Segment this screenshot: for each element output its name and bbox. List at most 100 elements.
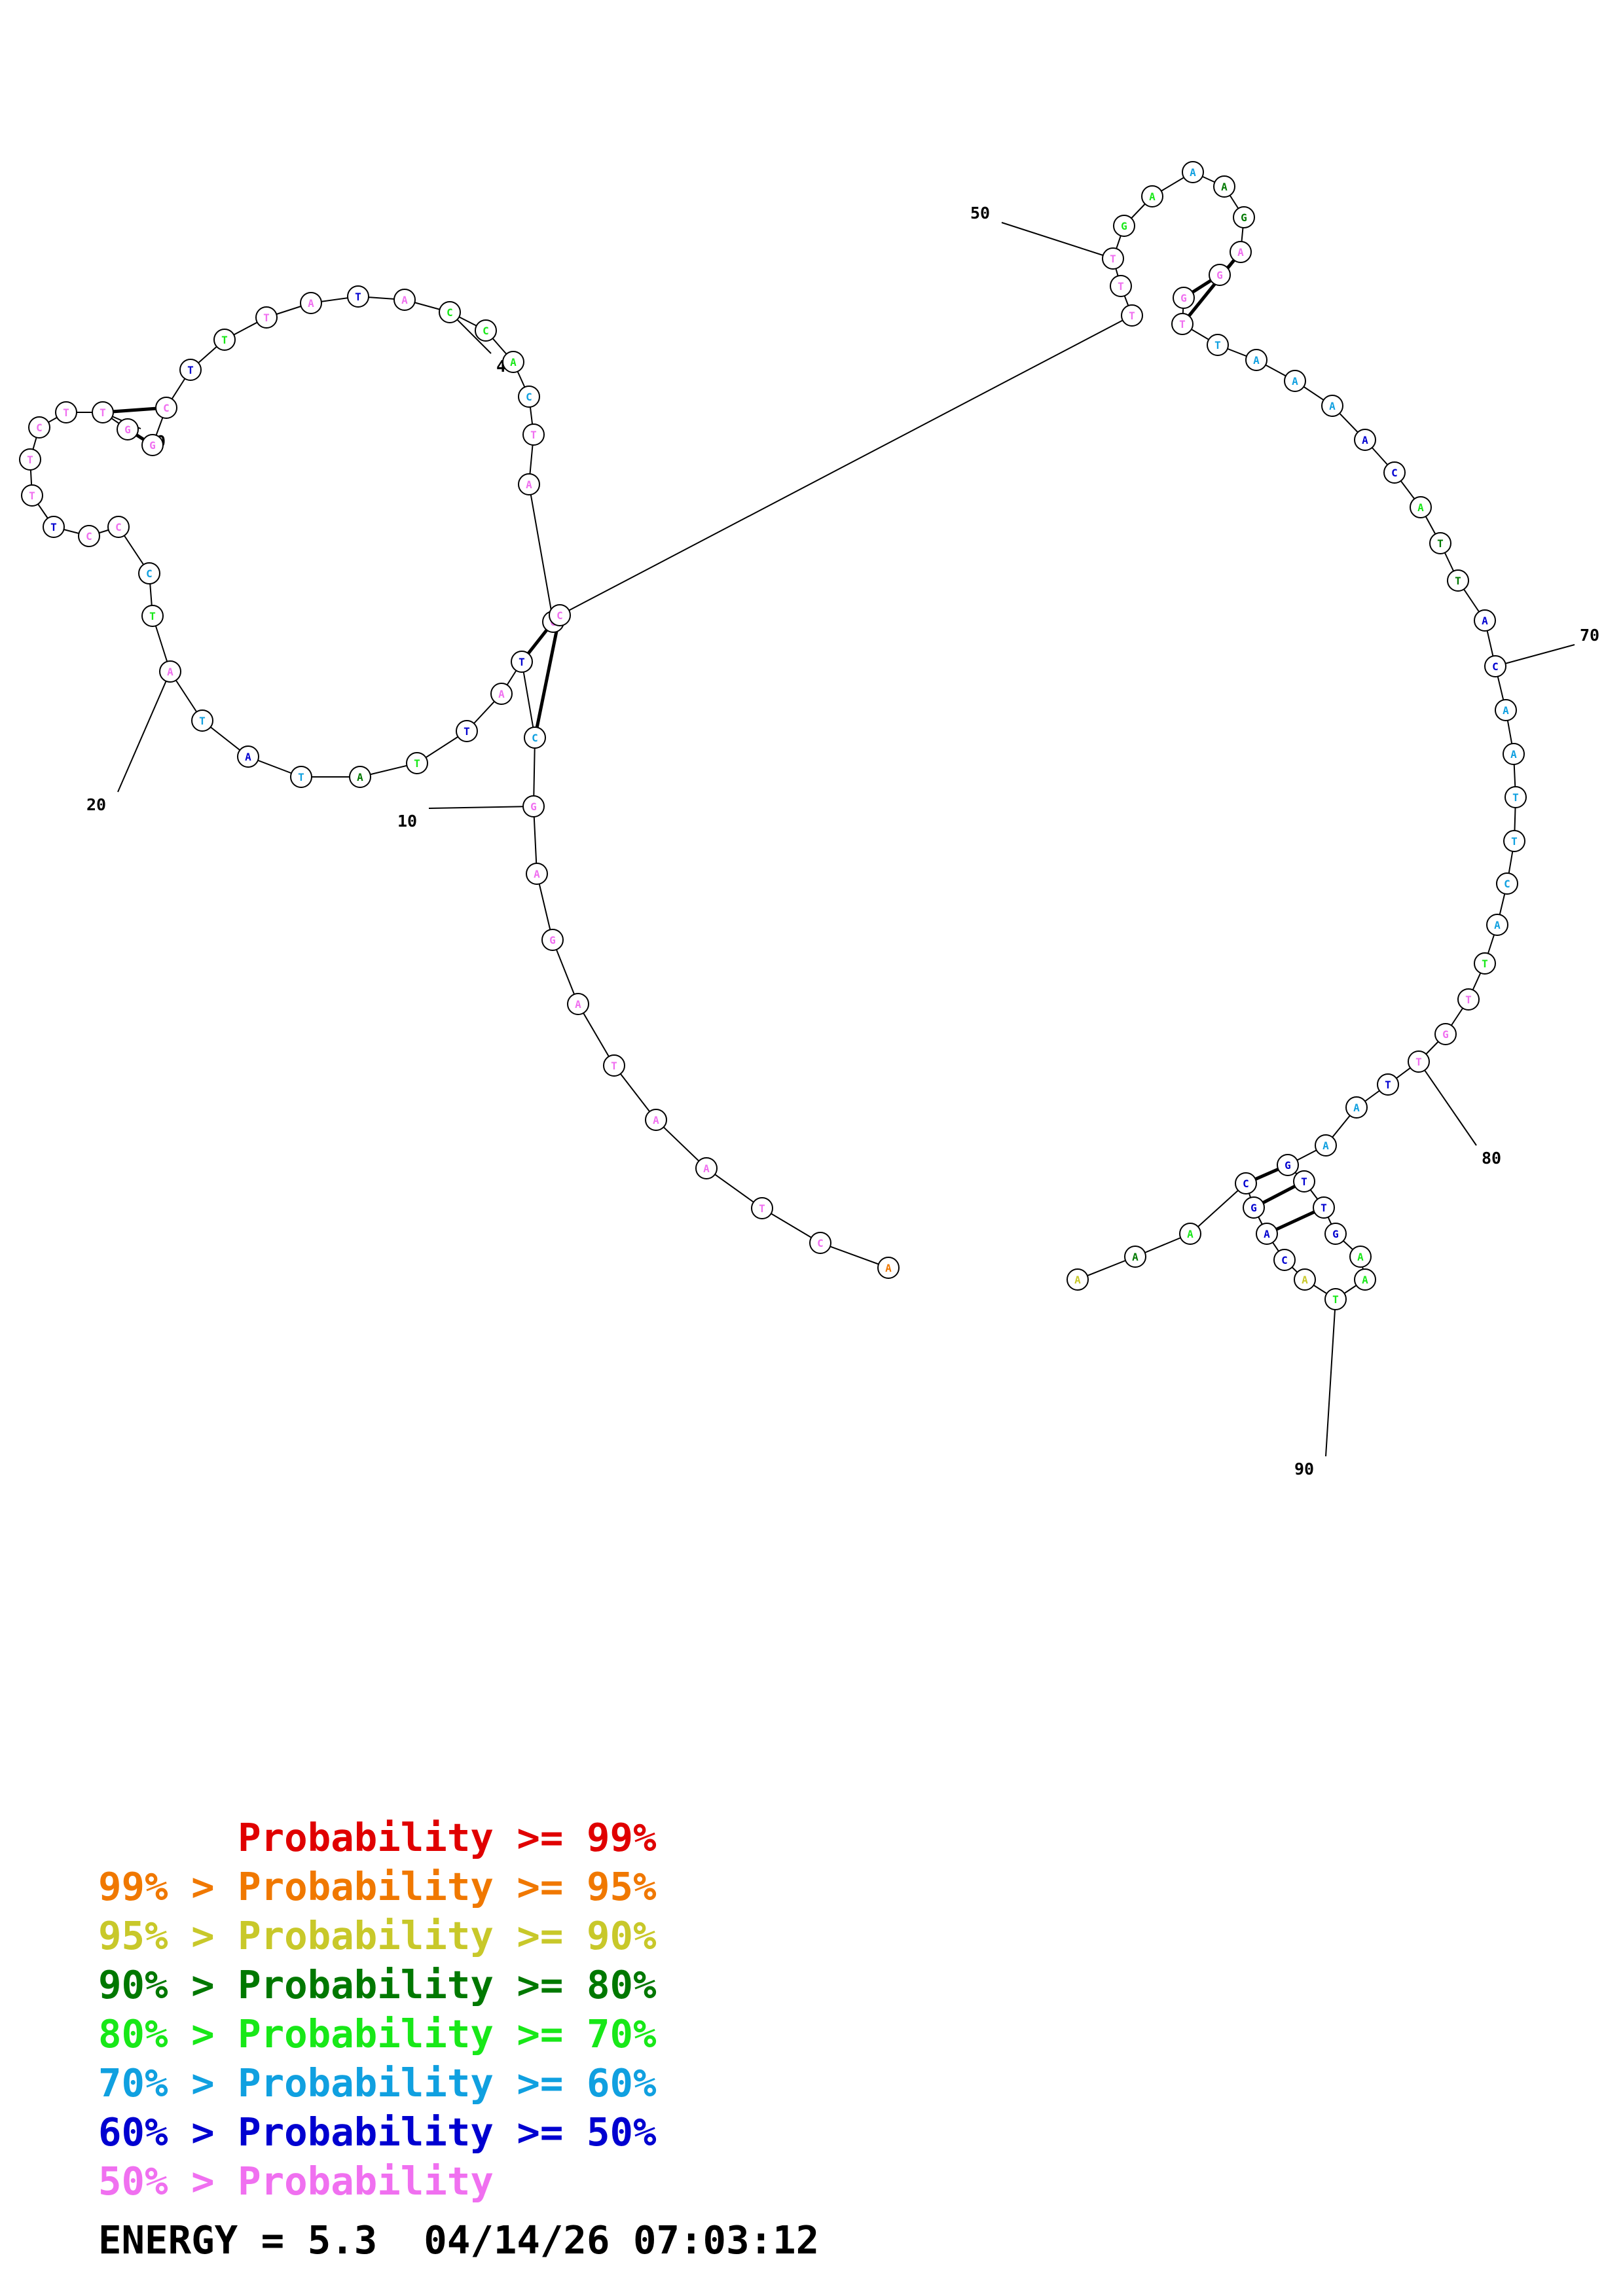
nucleotide-letter: T [1511, 835, 1518, 848]
nucleotide-circle [511, 651, 533, 673]
nucleotide-circle [541, 929, 564, 951]
nucleotide-circle [1294, 1268, 1316, 1291]
nucleotide-letter: T [63, 406, 69, 419]
nucleotide: T [522, 423, 545, 446]
nucleotide: A [1410, 496, 1432, 518]
nucleotide-circle [1447, 569, 1469, 592]
nucleotide-circle [1293, 1170, 1315, 1193]
nucleotide: G [1277, 1154, 1299, 1176]
nucleotide-letter: C [1504, 878, 1510, 890]
nucleotide-letter: A [653, 1114, 659, 1126]
nucleotide: A [1213, 175, 1235, 198]
nucleotide-circle [1124, 1246, 1146, 1268]
nucleotide-letter: G [1250, 1202, 1257, 1214]
nucleotide-letter: A [703, 1162, 710, 1175]
nucleotide-circle [1474, 609, 1496, 632]
nucleotide-letter: T [1482, 958, 1488, 970]
backbone-segment [533, 806, 538, 874]
nucleotide: A [349, 766, 371, 788]
nucleotide-circle [1245, 349, 1267, 371]
nucleotide-circle [1121, 304, 1143, 327]
nucleotide-letter: C [1243, 1177, 1249, 1190]
nucleotide: C [107, 516, 130, 538]
nucleotide-circle [567, 993, 589, 1015]
legend-row: 99% > Probability >= 95% [98, 1864, 657, 1909]
nucleotide-letter: A [1322, 1139, 1329, 1152]
nucleotide-circle [1354, 1268, 1376, 1291]
nucleotide-circle [1207, 334, 1229, 356]
nucleotide-circle [1256, 1223, 1278, 1245]
index-label: 70 [1580, 626, 1599, 645]
nucleotide-letter: T [1465, 994, 1472, 1006]
nucleotide-circle [518, 386, 540, 408]
nucleotide: T [347, 285, 369, 308]
nucleotide-letter: A [1329, 400, 1336, 412]
nucleotide-letter: C [483, 325, 489, 337]
nucleotide: A [237, 745, 259, 768]
nucleotide-circle [107, 516, 130, 538]
nucleotide-letter: T [50, 521, 57, 533]
nucleotide-circle [1113, 215, 1135, 237]
nucleotide: T [1102, 247, 1124, 270]
backbone-segment [706, 1168, 763, 1209]
nucleotide: A [1245, 349, 1267, 371]
nucleotide: C [155, 397, 177, 419]
nucleotide-circle [524, 726, 546, 749]
nucleotide: T [1110, 275, 1132, 297]
nucleotide-circle [1273, 1249, 1296, 1271]
nucleotide-letter: T [611, 1060, 617, 1072]
nucleotide: A [393, 289, 416, 311]
nucleotide: G [541, 929, 564, 951]
nucleotide-letter: C [146, 567, 153, 580]
nucleotide: A [1230, 241, 1252, 263]
nucleotide: G [1243, 1196, 1265, 1219]
nucleotide: A [1495, 699, 1517, 721]
index-tick [1495, 644, 1575, 667]
nucleotide-letter: T [1118, 280, 1124, 293]
nucleotide-circle [159, 660, 181, 683]
nucleotide: C [475, 319, 497, 342]
nucleotide-circle [1313, 1196, 1335, 1219]
nucleotide-letter: A [1510, 748, 1517, 761]
nucleotide: T [1207, 334, 1229, 356]
energy-footer: ENERGY = 5.3 04/14/26 07:03:12 [98, 2217, 820, 2263]
nucleotide: A [1321, 395, 1343, 417]
nucleotide-circle [877, 1257, 900, 1279]
nucleotide-circle [255, 306, 278, 329]
nucleotide: C [518, 386, 540, 408]
nucleotide-circle [1354, 429, 1376, 451]
nucleotide-letter: A [498, 688, 505, 700]
backbone-segment [533, 737, 536, 807]
nucleotide: A [1141, 185, 1163, 207]
nucleotide-circle [406, 752, 428, 774]
nucleotide: G [117, 418, 139, 440]
nucleotide-circle [393, 289, 416, 311]
nucleotide-letter: A [885, 1262, 892, 1274]
nucleotide: T [1324, 1288, 1347, 1310]
index-tick [117, 671, 171, 793]
nucleotide: A [1284, 370, 1306, 392]
nucleotide-letter: A [401, 294, 408, 306]
nucleotide-circle [1496, 872, 1518, 895]
nucleotide: T [1121, 304, 1143, 327]
nucleotide: G [1324, 1223, 1347, 1245]
nucleotide: A [1354, 1268, 1376, 1291]
nucleotide-circle [490, 683, 513, 705]
backbone-segment [820, 1242, 889, 1268]
nucleotide-letter: C [526, 391, 532, 403]
nucleotide-letter: A [510, 356, 517, 368]
nucleotide-letter: T [29, 490, 35, 502]
index-tick [1418, 1061, 1477, 1146]
nucleotide: T [406, 752, 428, 774]
nucleotide-letter: A [575, 998, 581, 1011]
nucleotide-circle [1410, 496, 1432, 518]
nucleotide-letter: A [1237, 246, 1244, 259]
nucleotide: A [1474, 609, 1496, 632]
nucleotide-letter: G [549, 934, 556, 946]
nucleotide-circle [522, 795, 545, 817]
nucleotide: T [19, 448, 41, 471]
nucleotide: T [21, 484, 43, 507]
nucleotide: C [524, 726, 546, 749]
nucleotide: T [141, 605, 164, 627]
nucleotide-circle [1324, 1223, 1347, 1245]
